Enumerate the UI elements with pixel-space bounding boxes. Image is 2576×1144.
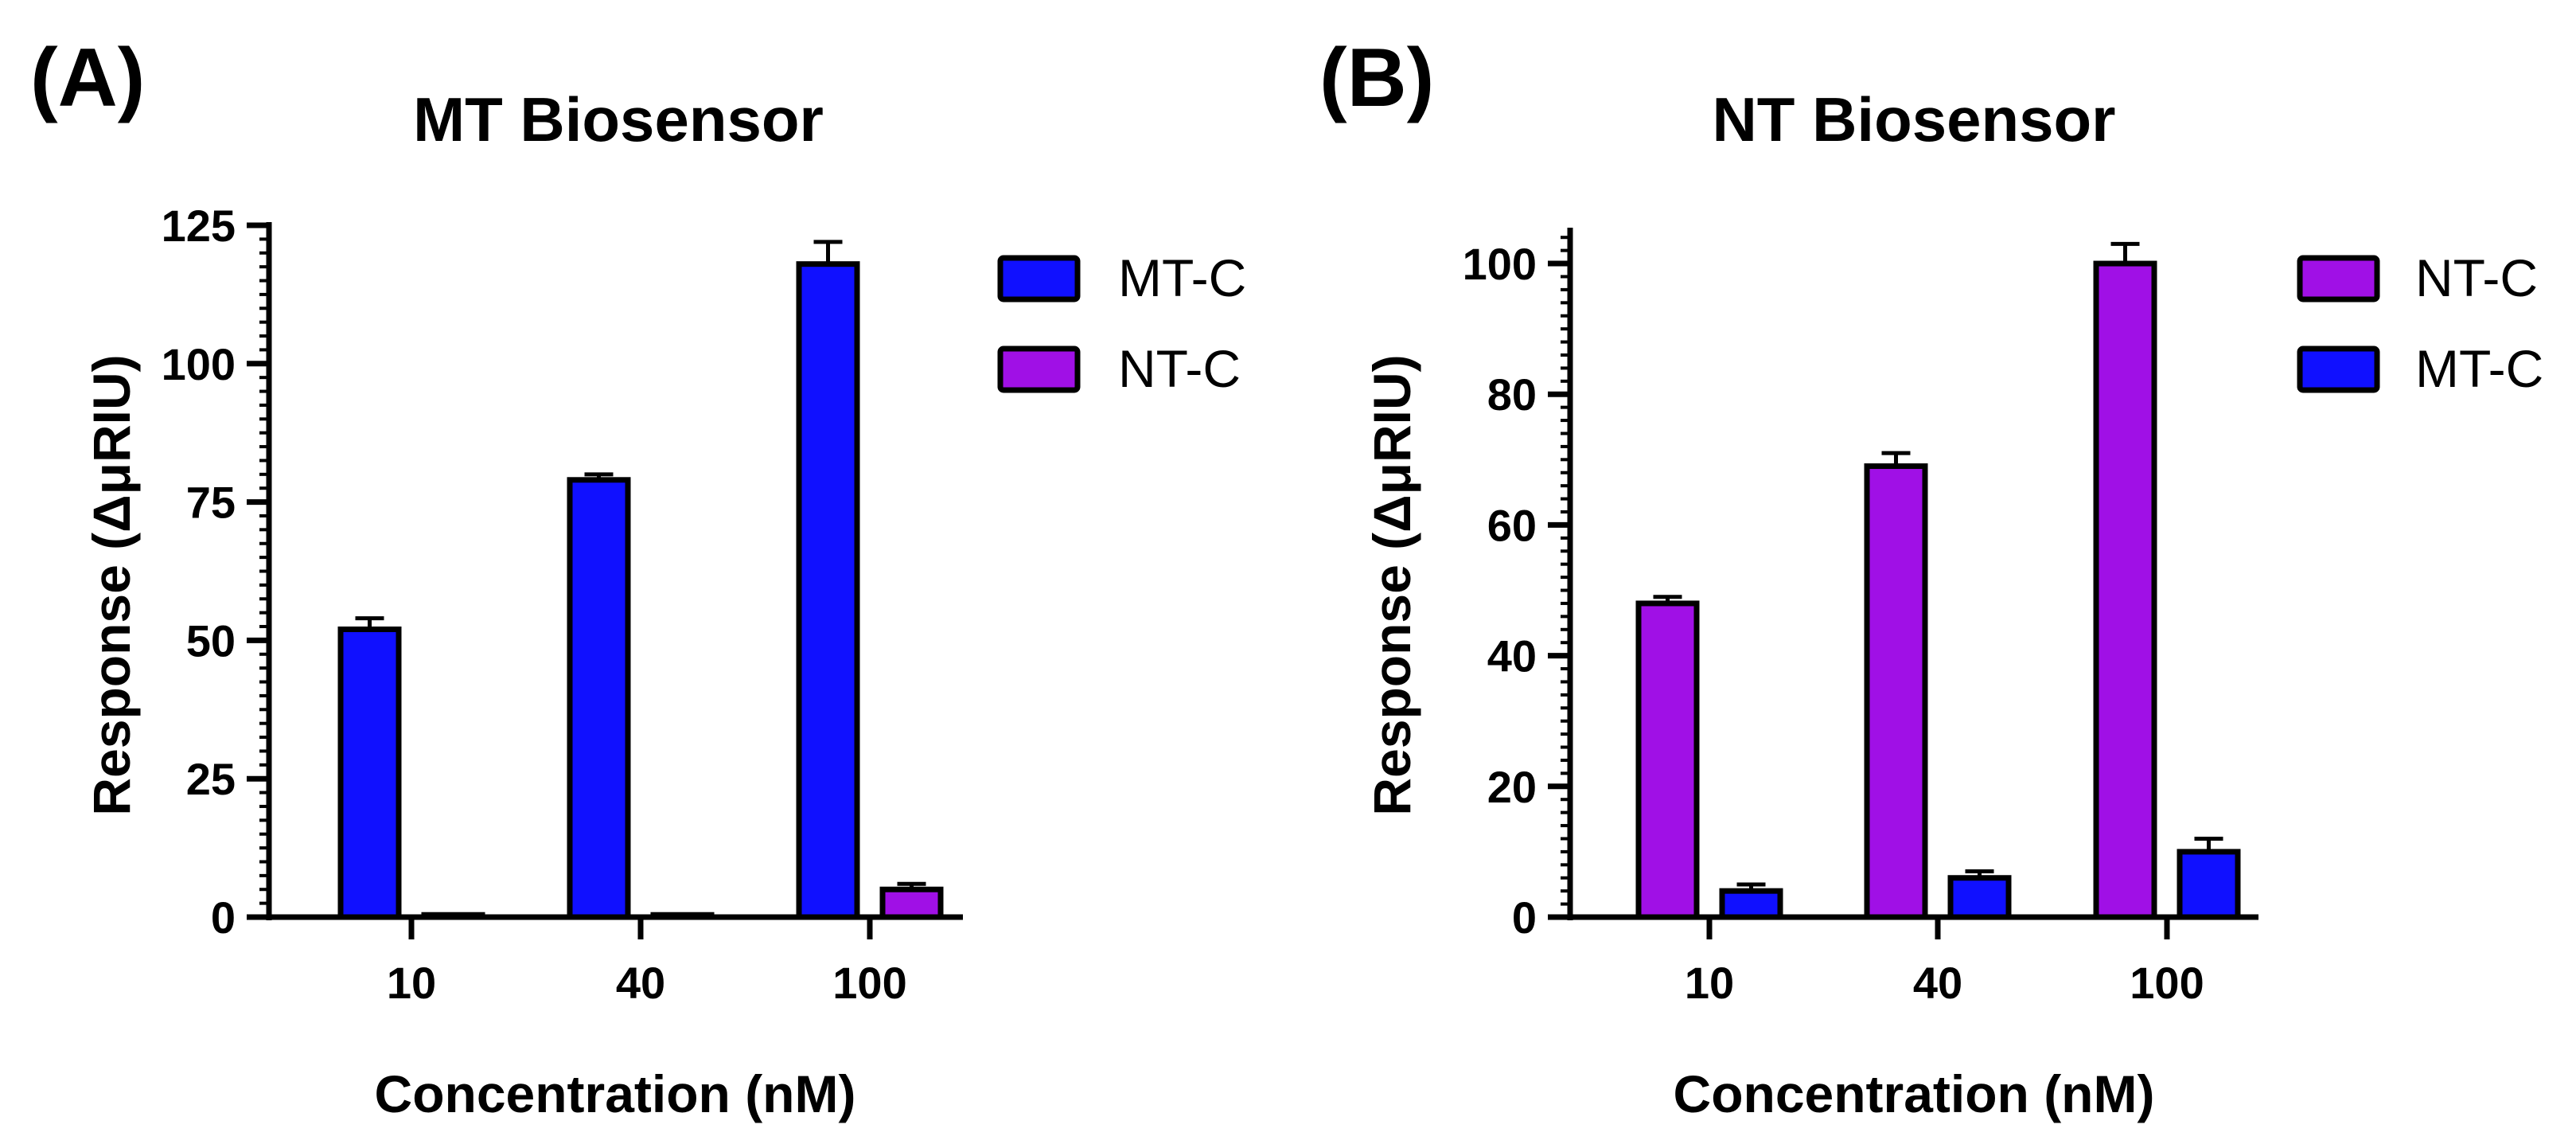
y-axis-title: Response (ΔμRIU) — [1362, 354, 1421, 815]
legend-item: NT-C — [997, 339, 1241, 398]
bar — [796, 261, 860, 920]
legend-label: NT-C — [1118, 339, 1241, 398]
legend-item: NT-C — [2297, 248, 2538, 307]
y-tick-label: 80 — [1487, 369, 1537, 420]
y-tick-label: 40 — [1487, 631, 1537, 681]
legend: MT-C NT-C — [997, 248, 1246, 398]
bar — [1864, 463, 1928, 920]
legend-swatch — [997, 255, 1081, 303]
x-tick-label: 100 — [832, 958, 906, 1008]
y-tick-label: 100 — [1463, 239, 1537, 289]
bar — [337, 626, 402, 920]
bar — [1635, 600, 1700, 920]
legend-label: MT-C — [1118, 248, 1246, 307]
panel-a: (A) MT Biosensor Response (ΔμRIU) Concen… — [30, 32, 1246, 1123]
panel-b: (B) NT Biosensor Response (ΔμRIU) Concen… — [1319, 32, 2543, 1123]
bar — [879, 886, 944, 920]
bar — [2177, 849, 2241, 920]
x-tick-label: 40 — [616, 958, 665, 1008]
legend-item: MT-C — [2297, 339, 2543, 398]
panel-label: (B) — [1319, 32, 1434, 124]
y-tick-label: 100 — [162, 339, 236, 389]
bar — [1947, 875, 2012, 920]
bar — [650, 912, 715, 920]
legend-swatch — [2297, 255, 2380, 303]
y-axis-title: Response (ΔμRIU) — [82, 354, 141, 815]
legend-item: MT-C — [997, 248, 1246, 307]
y-tick-labels: 0 20 40 60 80 100 — [1463, 239, 1537, 943]
y-tick-label: 60 — [1487, 500, 1537, 550]
bar — [567, 477, 631, 920]
chart-title: NT Biosensor — [1712, 84, 2115, 154]
y-tick-label: 20 — [1487, 762, 1537, 812]
legend-label: NT-C — [2415, 248, 2538, 307]
x-tick-label: 10 — [387, 958, 436, 1008]
x-tick-label: 40 — [1913, 958, 1962, 1008]
y-tick-label: 50 — [186, 615, 236, 666]
legend-swatch — [997, 346, 1081, 393]
bars-layer — [1635, 241, 2241, 920]
x-axis-title: Concentration (nM) — [375, 1064, 856, 1123]
chart-title: MT Biosensor — [413, 84, 824, 154]
x-tick-label: 100 — [2130, 958, 2204, 1008]
x-tick-labels: 10 40 100 — [1685, 958, 2204, 1008]
legend-label: MT-C — [2415, 339, 2543, 398]
legend-swatch — [2297, 346, 2380, 393]
legend: NT-C MT-C — [2297, 248, 2543, 398]
panel-label: (A) — [30, 32, 145, 124]
bar — [2093, 260, 2157, 920]
x-tick-labels: 10 40 100 — [387, 958, 907, 1008]
bar — [421, 912, 485, 920]
y-tick-label: 25 — [186, 754, 236, 804]
y-tick-label: 0 — [211, 892, 236, 943]
y-tick-label: 125 — [162, 201, 236, 251]
x-tick-label: 10 — [1685, 958, 1734, 1008]
bar — [1719, 888, 1783, 920]
y-tick-label: 0 — [1512, 892, 1537, 943]
y-tick-labels: 0 25 50 75 100 125 — [162, 201, 236, 943]
bars-layer — [337, 240, 944, 920]
y-tick-label: 75 — [186, 478, 236, 528]
x-axis-title: Concentration (nM) — [1674, 1064, 2155, 1123]
